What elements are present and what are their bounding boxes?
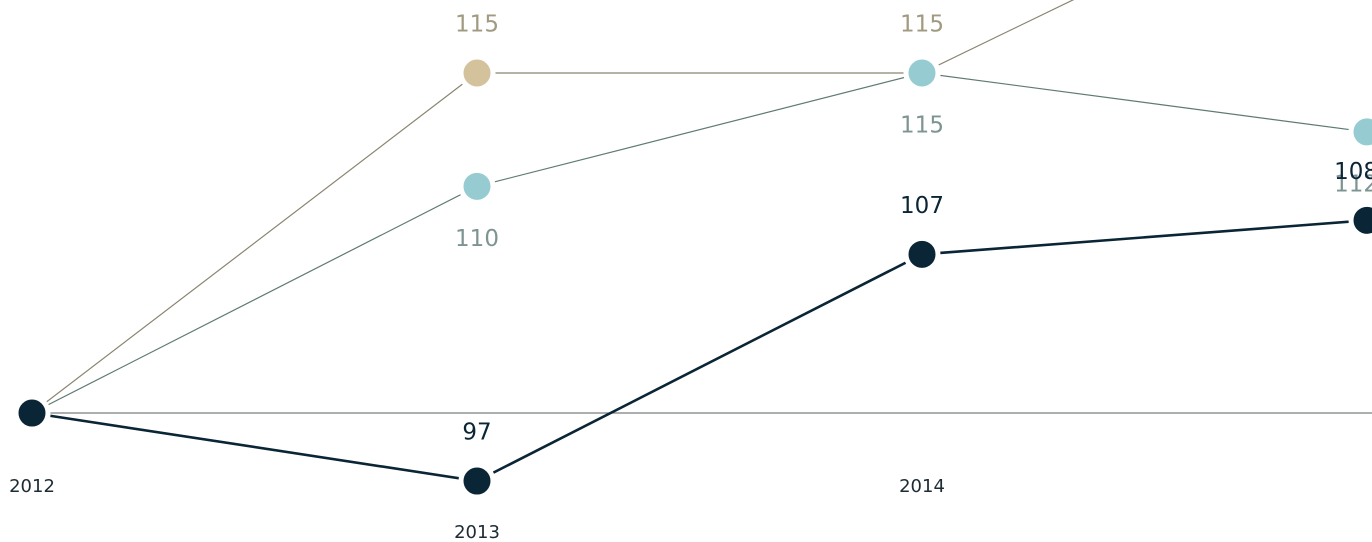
series-line [31,219,1368,483]
x-tick-label: 2013 [454,522,500,542]
series-line [31,72,1368,414]
value-label: 110 [455,226,499,252]
point [903,54,941,92]
point [458,167,496,205]
value-label: 115 [900,11,944,37]
value-label: 115 [900,112,944,138]
value-label: 108.5 [1334,159,1372,185]
point [1348,113,1372,151]
value-label: 112.4 [1334,171,1372,197]
value-label: 115 [455,11,499,37]
value-label: 97 [462,420,491,446]
series-line [31,0,1075,414]
point [13,394,51,432]
point [458,462,496,500]
point [903,235,941,273]
value-label: 107 [900,193,944,219]
x-tick-label: 2014 [899,476,945,497]
point [1348,201,1372,239]
x-tick-label: 2012 [9,476,55,497]
point [458,54,496,92]
